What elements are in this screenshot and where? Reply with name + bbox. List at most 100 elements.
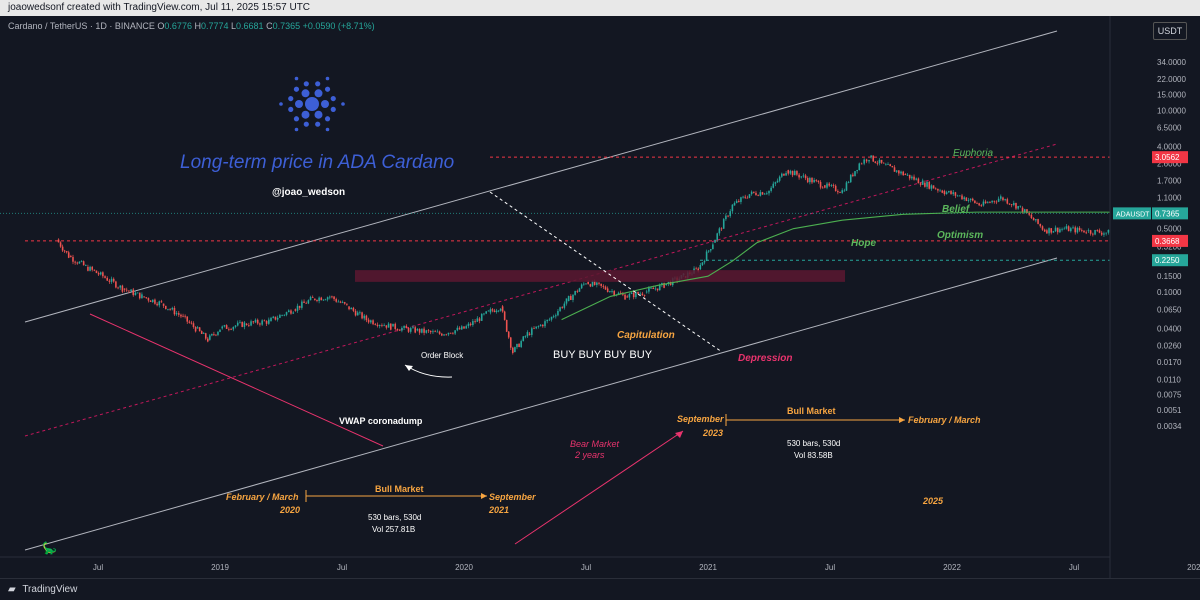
candle-body — [283, 314, 286, 316]
candle-body — [204, 333, 207, 339]
candle-body — [858, 163, 861, 171]
candle-body — [617, 292, 620, 295]
candle-body — [256, 319, 259, 324]
c-label: C — [266, 21, 273, 31]
x-tick-label: 2021 — [699, 563, 717, 572]
candle-body — [177, 313, 180, 315]
candle-body — [1065, 226, 1068, 229]
candle-body — [387, 323, 390, 328]
candle-body — [978, 203, 980, 206]
candle-body — [1030, 214, 1033, 219]
candle-body — [503, 311, 506, 320]
candle-body — [331, 296, 333, 298]
candle-body — [169, 308, 171, 310]
candle-body — [412, 327, 414, 329]
candle-body — [889, 164, 891, 166]
candle-body — [828, 183, 830, 186]
candle-body — [787, 170, 790, 174]
candle-body — [489, 309, 492, 313]
candle-body — [447, 332, 450, 335]
candle-body — [363, 315, 366, 319]
candle-body — [703, 260, 706, 263]
candle-body — [436, 331, 439, 333]
candle-body — [622, 293, 624, 295]
candle-body — [95, 270, 98, 274]
candle-body — [755, 192, 757, 196]
candle-body — [635, 292, 637, 298]
candle-body — [589, 284, 592, 287]
candle-body — [742, 196, 744, 198]
candle-body — [480, 313, 483, 321]
candle-body — [219, 329, 221, 332]
currency-unit-button[interactable]: USDT — [1153, 22, 1187, 40]
candle-body — [705, 251, 708, 261]
candle-body — [305, 302, 308, 304]
candle-body — [182, 315, 184, 317]
candle-body — [1037, 219, 1039, 224]
candle-body — [585, 283, 587, 285]
footer-bar: ▰ TradingView — [0, 578, 1200, 599]
label-feb-march-2025: February / March — [908, 415, 981, 425]
candle-body — [1026, 209, 1028, 213]
candle-body — [141, 294, 143, 299]
logo-dot — [330, 95, 336, 102]
candles-layer — [57, 155, 1200, 355]
candle-body — [456, 327, 459, 331]
candle-body — [520, 341, 522, 348]
logo-dot — [293, 116, 300, 122]
y-tick-label: 10.0000 — [1157, 106, 1186, 115]
candle-body — [180, 314, 182, 317]
candle-body — [757, 195, 759, 196]
logo-dot — [315, 121, 321, 127]
candle-body — [544, 321, 546, 327]
price-label-symbol-bg — [1113, 207, 1151, 220]
candle-body — [763, 193, 766, 195]
candle-body — [234, 325, 237, 327]
candle-body — [926, 181, 928, 187]
candle-body — [576, 290, 579, 292]
candle-body — [409, 328, 412, 332]
candle-body — [416, 328, 419, 331]
candle-body — [211, 333, 213, 336]
candle-body — [819, 181, 822, 188]
candle-body — [263, 320, 266, 322]
candle-body — [427, 330, 430, 332]
candle-body — [1056, 227, 1059, 233]
candle-body — [445, 334, 448, 336]
y-tick-label: 0.0650 — [1157, 305, 1182, 314]
candle-body — [104, 276, 106, 278]
candle-body — [115, 281, 117, 288]
candle-body — [184, 315, 186, 317]
candle-body — [882, 162, 885, 164]
candle-body — [982, 201, 985, 206]
candle-body — [322, 299, 325, 301]
candle-body — [281, 314, 283, 316]
y-tick-label: 0.0034 — [1157, 422, 1182, 431]
candle-body — [865, 159, 868, 162]
price-chart[interactable]: Long-term price in ADA Cardano @joao_weds… — [0, 16, 1200, 578]
candle-body — [699, 264, 702, 270]
candle-body — [574, 290, 576, 295]
candle-body — [102, 272, 104, 277]
candle-body — [514, 347, 516, 353]
candle-body — [770, 187, 772, 191]
candle-body — [552, 316, 555, 318]
candle-body — [598, 282, 600, 284]
candle-body — [320, 297, 323, 301]
candle-body — [587, 281, 589, 285]
price-label-bg — [1152, 234, 1188, 247]
logo-dot — [324, 86, 331, 92]
y-tick-label: 0.0051 — [1157, 406, 1182, 415]
candle-body — [301, 301, 303, 308]
candle-body — [613, 291, 615, 296]
candle-body — [425, 330, 428, 333]
candle-body — [731, 204, 734, 212]
close-value: 0.7365 — [272, 21, 301, 31]
candle-body — [658, 284, 661, 291]
candle-body — [121, 285, 124, 292]
candle-body — [1083, 230, 1085, 233]
price-label-value: 0.7365 — [1155, 209, 1180, 218]
candle-body — [460, 326, 463, 330]
price-label: 0.2250 — [1155, 256, 1180, 265]
y-tick-label: 0.0075 — [1157, 391, 1182, 400]
